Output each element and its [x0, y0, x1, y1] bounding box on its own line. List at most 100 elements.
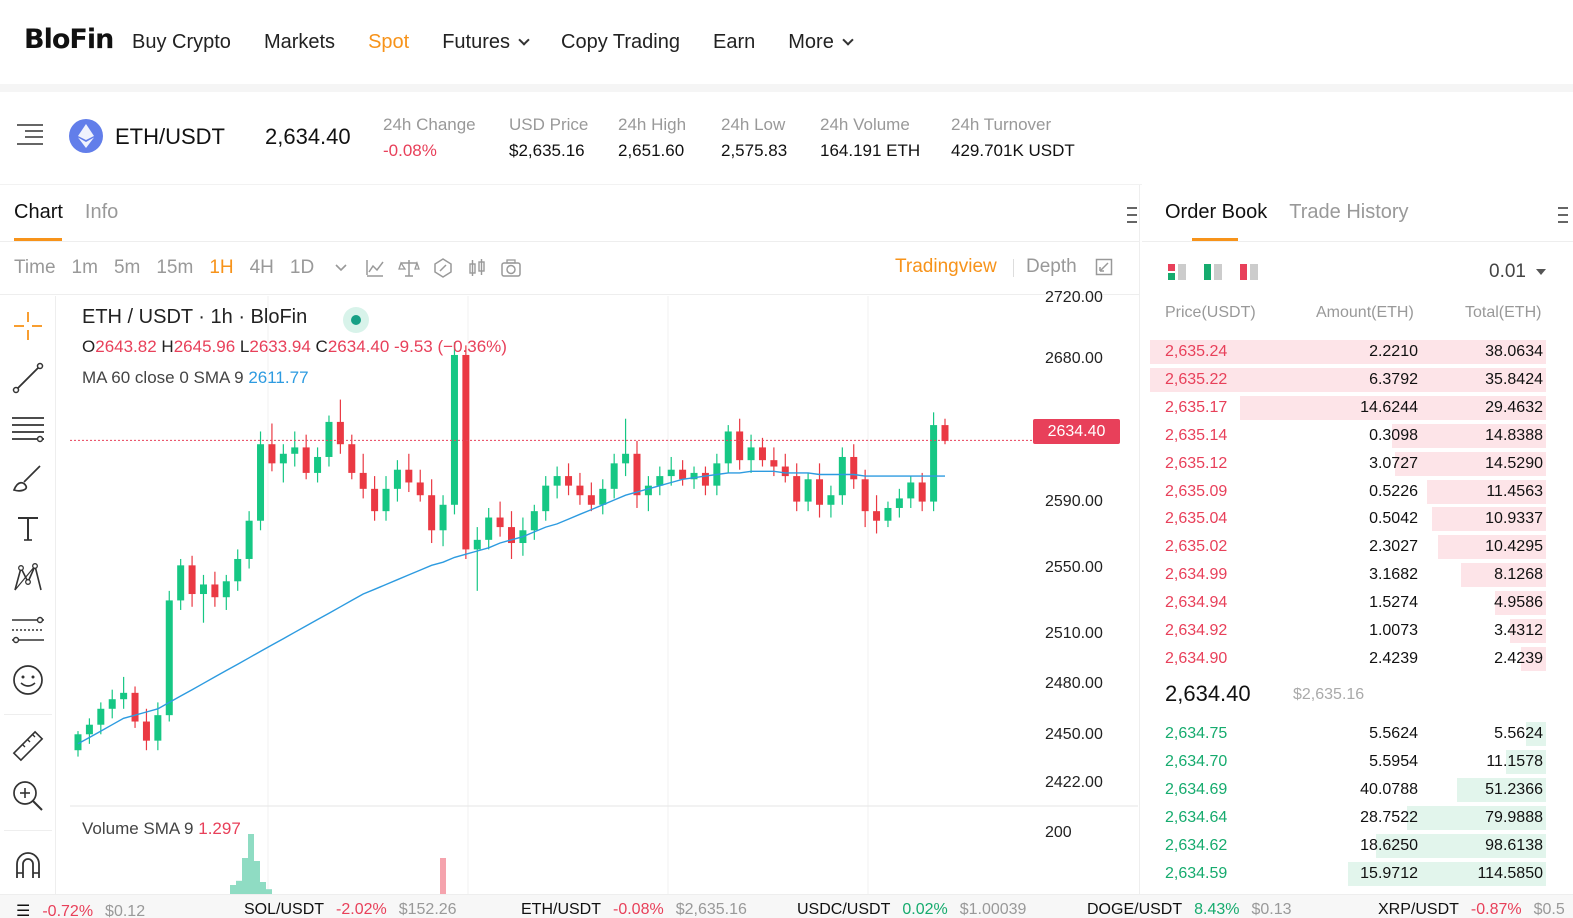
ticker-item[interactable]: USDC/USDT 0.02% $1.00039	[797, 901, 1027, 918]
ask-row[interactable]: 2,635.22 6.3792 35.8424	[1150, 366, 1546, 394]
bid-row[interactable]: 2,634.64 28.7522 79.9888	[1150, 804, 1546, 832]
chart-tabs: Chart Info	[14, 201, 118, 224]
candle	[941, 418, 949, 445]
candle	[781, 453, 789, 483]
magnet-icon[interactable]	[10, 846, 46, 882]
tf-15m[interactable]: 15m	[156, 257, 194, 278]
tf-5m[interactable]: 5m	[113, 257, 141, 278]
nav-earn[interactable]: Earn	[713, 30, 756, 53]
timeframe-dropdown-icon[interactable]	[330, 257, 352, 279]
bid-row[interactable]: 2,634.70 5.5954 11.1578	[1150, 748, 1546, 776]
candle	[439, 495, 447, 547]
nav-copy-trading[interactable]: Copy Trading	[561, 30, 680, 53]
bid-row[interactable]: 2,634.75 5.5624 5.5624	[1150, 720, 1546, 748]
cell-total: 51.2366	[1485, 780, 1543, 798]
ask-row[interactable]: 2,634.92 1.0073 3.4312	[1150, 617, 1546, 645]
forecast-tool-icon[interactable]	[10, 610, 46, 646]
tf-1m[interactable]: 1m	[71, 257, 98, 278]
orderbook-menu-icon[interactable]	[1558, 207, 1568, 227]
tab-active-indicator	[14, 238, 62, 241]
cell-amount: 2.3027	[1369, 538, 1418, 556]
emoji-icon[interactable]	[10, 662, 46, 698]
ticker-item[interactable]: SOL/USDT -2.02% $152.26	[244, 901, 457, 918]
brush-icon[interactable]	[10, 460, 46, 496]
ask-row[interactable]: 2,635.04 0.5042 10.9337	[1150, 505, 1546, 533]
bid-row[interactable]: 2,634.59 15.9712 114.5850	[1150, 860, 1546, 888]
candlestick-chart[interactable]	[70, 296, 1138, 894]
candle-type-icon[interactable]	[466, 257, 488, 279]
ask-row[interactable]: 2,635.14 0.3098 14.8388	[1150, 422, 1546, 450]
ticker-item[interactable]: XRP/USDT -0.87% $0.5	[1378, 901, 1565, 918]
view-both-icon[interactable]	[1167, 262, 1187, 282]
zoom-in-icon[interactable]	[10, 778, 46, 814]
indicator-line-icon[interactable]	[364, 257, 386, 279]
crosshair-icon[interactable]	[10, 308, 46, 344]
blofin-logo[interactable]: BloFin	[24, 24, 114, 55]
nav-buy-crypto[interactable]: Buy Crypto	[132, 30, 231, 53]
chart-panel-menu-icon[interactable]	[1127, 207, 1137, 227]
candle	[393, 460, 401, 502]
view-bids-icon[interactable]	[1203, 262, 1223, 282]
pair-symbol[interactable]: ETH/USDT	[115, 124, 225, 149]
depth-bar	[1391, 423, 1546, 448]
bid-row[interactable]: 2,634.62 18.6250 98.6138	[1150, 832, 1546, 860]
divider	[4, 714, 52, 715]
candle	[314, 447, 322, 483]
menu-icon: ☰	[16, 903, 31, 918]
ask-row[interactable]: 2,634.90 2.4239 2.4239	[1150, 645, 1546, 673]
cell-amount: 0.3098	[1369, 426, 1418, 444]
orderbook-tabs: Order Book Trade History	[1165, 201, 1409, 224]
depth-bar	[1510, 619, 1546, 643]
candle	[793, 463, 801, 512]
trend-line-icon[interactable]	[10, 360, 46, 396]
tab-info[interactable]: Info	[84, 201, 119, 223]
ask-row[interactable]: 2,634.99 3.1682 8.1268	[1150, 561, 1546, 589]
mode-tradingview[interactable]: Tradingview	[895, 256, 997, 277]
compare-scale-icon[interactable]	[398, 257, 421, 279]
bid-row[interactable]: 2,634.69 40.0788 51.2366	[1150, 776, 1546, 804]
nav-markets[interactable]: Markets	[263, 30, 336, 53]
tf-1h[interactable]: 1H	[209, 257, 234, 278]
tab-trade-history[interactable]: Trade History	[1289, 201, 1409, 223]
cell-total: 10.4295	[1485, 538, 1543, 556]
pattern-tool-icon[interactable]	[10, 560, 46, 596]
precision-select[interactable]: 0.01	[1489, 261, 1526, 282]
eth-coin-icon	[69, 119, 103, 153]
nav-futures[interactable]: Futures	[442, 31, 530, 54]
mode-depth[interactable]: Depth	[1026, 256, 1077, 277]
ruler-icon[interactable]	[10, 728, 46, 764]
cell-amount: 6.3792	[1369, 370, 1418, 388]
cell-total: 4.9586	[1494, 594, 1543, 612]
ticker-item[interactable]: ETH/USDT -0.08% $2,635.16	[521, 901, 747, 918]
ask-row[interactable]: 2,635.09 0.5226 11.4563	[1150, 478, 1546, 506]
ask-row[interactable]: 2,635.17 14.6244 29.4632	[1150, 394, 1546, 422]
pair-list-menu-icon[interactable]	[17, 124, 43, 146]
tab-chart[interactable]: Chart	[14, 201, 63, 223]
ticker-item[interactable]: DOGE/USDT 8.43% $0.13	[1087, 901, 1292, 918]
candle	[291, 431, 299, 467]
cell-price: 2,634.92	[1165, 622, 1228, 639]
candle	[131, 686, 139, 728]
candle	[428, 479, 436, 544]
volume-bar	[254, 861, 260, 894]
ask-row[interactable]: 2,634.94 1.5274 4.9586	[1150, 589, 1546, 617]
text-tool-icon[interactable]	[10, 510, 46, 546]
screenshot-camera-icon[interactable]	[500, 257, 522, 279]
tf-time[interactable]: Time	[14, 257, 56, 278]
drawing-settings-icon[interactable]	[432, 257, 454, 279]
nav-more[interactable]: More	[788, 31, 854, 54]
ticker-item[interactable]: ☰ -0.72% $0.12	[16, 903, 146, 918]
fullscreen-icon[interactable]	[1095, 258, 1113, 276]
cell-price: 2,635.22	[1165, 370, 1228, 388]
ask-row[interactable]: 2,635.24 2.2210 38.0634	[1150, 338, 1546, 366]
tf-1d[interactable]: 1D	[289, 257, 315, 278]
tf-4h[interactable]: 4H	[249, 257, 274, 278]
horizontal-lines-icon[interactable]	[10, 410, 46, 446]
candle	[142, 708, 150, 751]
nav-spot[interactable]: Spot	[368, 30, 410, 53]
tab-order-book[interactable]: Order Book	[1165, 201, 1268, 223]
ask-row[interactable]: 2,635.12 3.0727 14.5290	[1150, 450, 1546, 478]
ask-row[interactable]: 2,635.02 2.3027 10.4295	[1150, 533, 1546, 561]
stat-24h-high: 24h High 2,651.60	[618, 115, 687, 160]
view-asks-icon[interactable]	[1239, 262, 1259, 282]
